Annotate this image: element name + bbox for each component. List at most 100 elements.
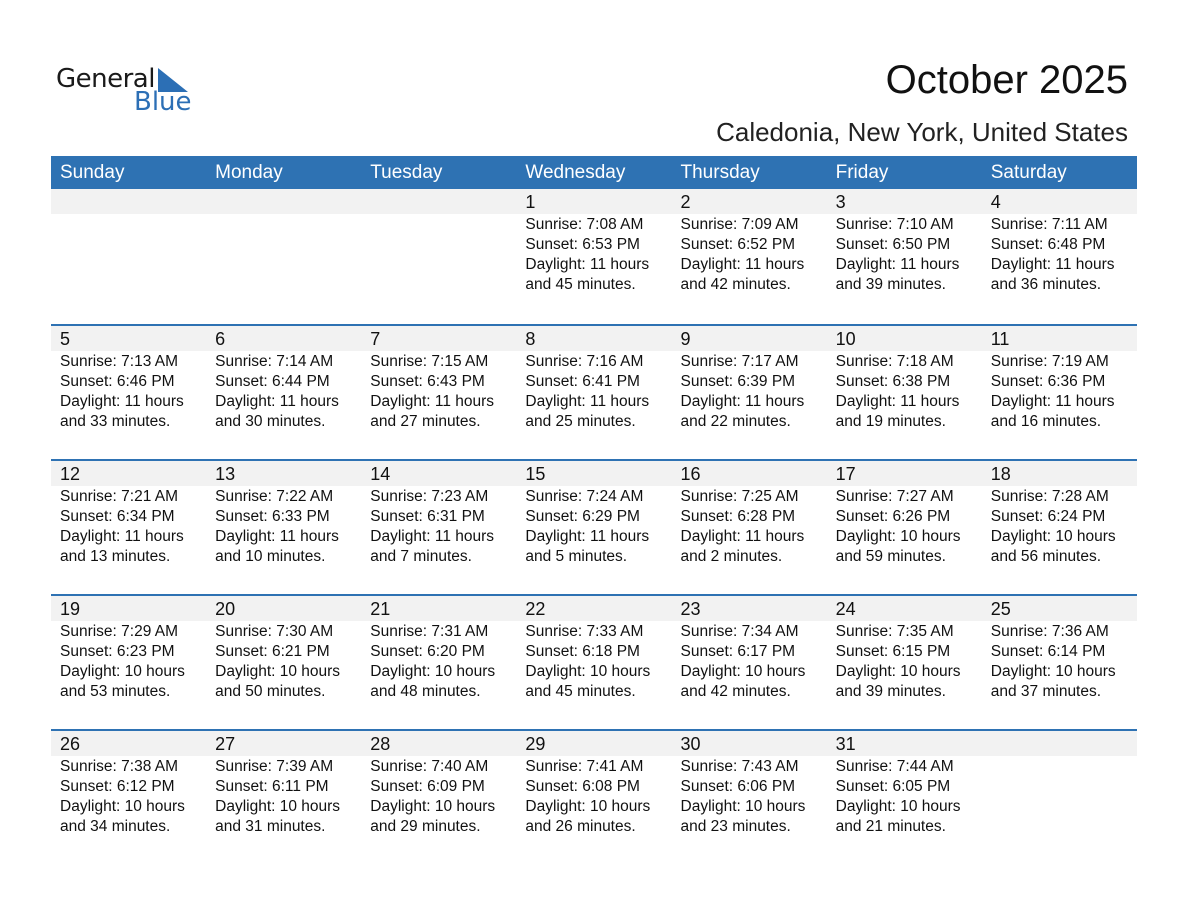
daylight-text: Daylight: 10 hours — [680, 663, 806, 680]
daylight-text: Daylight: 10 hours — [370, 798, 496, 815]
day-number: 10 — [835, 329, 856, 349]
daylight-text: Daylight: 10 hours — [525, 663, 651, 680]
empty-day-cell — [982, 731, 1137, 837]
sunrise-text: Sunrise: 7:17 AM — [680, 353, 799, 370]
sunset-text: Sunset: 6:23 PM — [60, 643, 175, 660]
weekday-sunday: Sunday — [60, 162, 125, 183]
day-number: 15 — [525, 464, 546, 484]
daylight-minutes-text: and 33 minutes. — [60, 413, 171, 430]
sunrise-text: Sunrise: 7:19 AM — [990, 353, 1109, 370]
day-number: 8 — [525, 329, 536, 349]
week-row: 19 Sunrise: 7:29 AM Sunset: 6:23 PM Dayligh… — [51, 594, 1137, 729]
day-number: 2 — [680, 192, 691, 212]
daylight-minutes-text: and 42 minutes. — [680, 683, 791, 700]
daylight-minutes-text: and 29 minutes. — [370, 818, 481, 835]
day-number: 28 — [370, 734, 391, 754]
day-cell: 28 Sunrise: 7:40 AM Sunset: 6:09 PM Dayligh… — [361, 731, 516, 837]
week-row: 26 Sunrise: 7:38 AM Sunset: 6:12 PM Dayligh… — [51, 729, 1137, 864]
daylight-text: Daylight: 11 hours — [680, 256, 805, 273]
day-cell: 3 Sunrise: 7:10 AM Sunset: 6:50 PM Daylight… — [827, 189, 982, 295]
day-number: 13 — [215, 464, 236, 484]
daylight-text: Daylight: 11 hours — [370, 528, 495, 545]
sunrise-text: Sunrise: 7:35 AM — [835, 623, 954, 640]
day-number: 6 — [215, 329, 226, 349]
daylight-minutes-text: and 31 minutes. — [215, 818, 326, 835]
daylight-minutes-text: and 19 minutes. — [835, 413, 946, 430]
daylight-minutes-text: and 36 minutes. — [990, 276, 1102, 293]
daylight-minutes-text: and 50 minutes. — [215, 683, 326, 700]
daylight-text: Daylight: 11 hours — [370, 393, 495, 410]
day-number: 9 — [680, 329, 691, 349]
location-subtitle: Caledonia, New York, United States — [716, 117, 1128, 147]
logo-word-general: General — [56, 64, 155, 94]
sunset-text: Sunset: 6:39 PM — [680, 373, 796, 390]
daylight-text: Daylight: 11 hours — [60, 393, 184, 410]
weekday-saturday: Saturday — [990, 162, 1067, 183]
daylight-minutes-text: and 2 minutes. — [680, 548, 783, 565]
daylight-minutes-text: and 13 minutes. — [60, 548, 171, 565]
sunrise-text: Sunrise: 7:40 AM — [370, 758, 489, 775]
day-cell: 30 Sunrise: 7:43 AM Sunset: 6:06 PM Dayligh… — [672, 731, 827, 837]
daylight-text: Daylight: 11 hours — [835, 393, 960, 410]
week-row: 12 Sunrise: 7:21 AM Sunset: 6:34 PM Dayligh… — [51, 459, 1137, 594]
day-cell: 12 Sunrise: 7:21 AM Sunset: 6:34 PM Dayligh… — [51, 461, 206, 567]
sunset-text: Sunset: 6:12 PM — [60, 778, 175, 795]
day-number: 3 — [835, 192, 846, 212]
daylight-minutes-text: and 21 minutes. — [835, 818, 946, 835]
sunrise-text: Sunrise: 7:31 AM — [370, 623, 489, 640]
day-number: 27 — [215, 734, 236, 754]
sunrise-text: Sunrise: 7:16 AM — [525, 353, 644, 370]
day-number: 22 — [525, 599, 546, 619]
empty-day-cell — [361, 189, 516, 295]
day-cell: 17 Sunrise: 7:27 AM Sunset: 6:26 PM Dayligh… — [827, 461, 982, 567]
sunset-text: Sunset: 6:11 PM — [215, 778, 329, 795]
daylight-minutes-text: and 37 minutes. — [990, 683, 1102, 700]
daylight-minutes-text: and 10 minutes. — [215, 548, 326, 565]
day-number: 21 — [370, 599, 391, 619]
daylight-minutes-text: and 25 minutes. — [525, 413, 636, 430]
day-number-band — [51, 731, 1137, 756]
calendar-weeks: 1 Sunrise: 7:08 AM Sunset: 6:53 PM Daylight… — [51, 189, 1137, 864]
sunset-text: Sunset: 6:08 PM — [525, 778, 640, 795]
sunset-text: Sunset: 6:38 PM — [835, 373, 951, 390]
sunrise-text: Sunrise: 7:30 AM — [215, 623, 334, 640]
daylight-minutes-text: and 39 minutes. — [835, 683, 946, 700]
daylight-minutes-text: and 27 minutes. — [370, 413, 481, 430]
sunset-text: Sunset: 6:41 PM — [525, 373, 640, 390]
daylight-text: Daylight: 10 hours — [835, 528, 961, 545]
daylight-minutes-text: and 45 minutes. — [525, 276, 636, 293]
daylight-minutes-text: and 26 minutes. — [525, 818, 636, 835]
sunrise-text: Sunrise: 7:11 AM — [990, 216, 1108, 233]
daylight-text: Daylight: 11 hours — [990, 256, 1115, 273]
sunrise-text: Sunrise: 7:27 AM — [835, 488, 954, 505]
sunrise-text: Sunrise: 7:10 AM — [835, 216, 954, 233]
sunrise-text: Sunrise: 7:08 AM — [525, 216, 644, 233]
day-number: 18 — [990, 464, 1011, 484]
calendar: Sunday Monday Tuesday Wednesday Thursday Frid… — [51, 156, 1137, 864]
day-number-band — [51, 461, 1137, 486]
day-number: 23 — [680, 599, 701, 619]
weekday-wednesday: Wednesday — [525, 162, 626, 183]
sunset-text: Sunset: 6:50 PM — [835, 236, 951, 253]
sunset-text: Sunset: 6:05 PM — [835, 778, 951, 795]
day-cell: 24 Sunrise: 7:35 AM Sunset: 6:15 PM Dayligh… — [827, 596, 982, 702]
weekday-friday: Friday — [835, 162, 889, 183]
day-cell: 23 Sunrise: 7:34 AM Sunset: 6:17 PM Dayligh… — [672, 596, 827, 702]
sunset-text: Sunset: 6:28 PM — [680, 508, 796, 525]
sunrise-text: Sunrise: 7:22 AM — [215, 488, 334, 505]
sunrise-text: Sunrise: 7:14 AM — [215, 353, 334, 370]
day-cell: 22 Sunrise: 7:33 AM Sunset: 6:18 PM Dayligh… — [516, 596, 671, 702]
day-number: 7 — [370, 329, 381, 349]
daylight-minutes-text: and 16 minutes. — [990, 413, 1102, 430]
daylight-text: Daylight: 11 hours — [215, 528, 339, 545]
daylight-text: Daylight: 10 hours — [215, 663, 341, 680]
daylight-minutes-text: and 59 minutes. — [835, 548, 946, 565]
day-cell: 4 Sunrise: 7:11 AM Sunset: 6:48 PM Daylight… — [982, 189, 1137, 295]
empty-day-cell — [206, 189, 361, 295]
sunset-text: Sunset: 6:46 PM — [60, 373, 175, 390]
sunset-text: Sunset: 6:31 PM — [370, 508, 485, 525]
daylight-minutes-text: and 22 minutes. — [680, 413, 791, 430]
day-number: 31 — [835, 734, 856, 754]
sunset-text: Sunset: 6:14 PM — [990, 643, 1106, 660]
daylight-minutes-text: and 34 minutes. — [60, 818, 171, 835]
